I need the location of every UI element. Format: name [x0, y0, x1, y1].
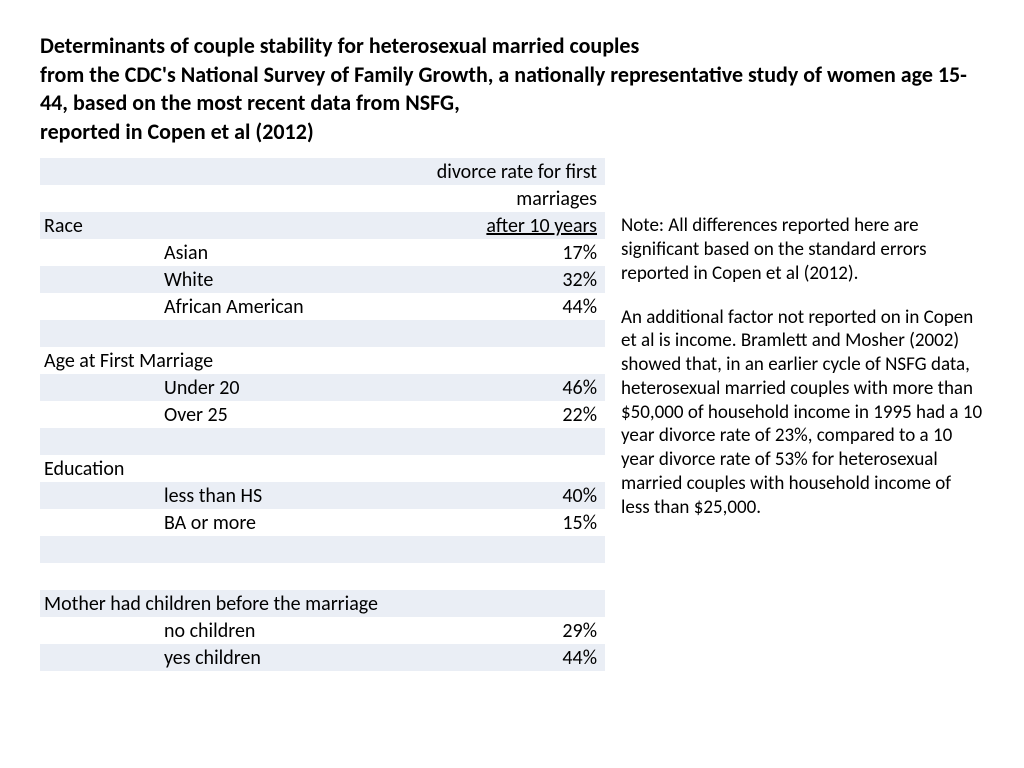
title-line-2: from the CDC's National Survey of Family…	[40, 61, 967, 117]
data-table: divorce rate for first marriages Race af…	[40, 158, 605, 671]
row-value: 44%	[420, 644, 605, 671]
row-label: African American	[160, 293, 420, 320]
title-line-3: reported in Copen et al (2012)	[40, 118, 314, 145]
content-area: divorce rate for first marriages Race af…	[40, 158, 984, 671]
row-value: 15%	[420, 509, 605, 536]
category-education: Education	[40, 455, 420, 482]
side-note: Note: All differences reported here are …	[621, 158, 984, 671]
slide-title: Determinants of couple stability for het…	[40, 32, 984, 146]
category-race: Race	[40, 212, 160, 239]
category-age: Age at First Marriage	[40, 347, 420, 374]
col-header-line2: marriages	[420, 185, 605, 212]
category-children: Mother had children before the marriage	[40, 590, 605, 617]
row-label: yes children	[160, 644, 420, 671]
row-label: Asian	[160, 239, 420, 266]
title-line-1: Determinants of couple stability for het…	[40, 32, 639, 59]
row-value: 40%	[420, 482, 605, 509]
row-value: 46%	[420, 374, 605, 401]
row-value: 22%	[420, 401, 605, 428]
row-label: Over 25	[160, 401, 420, 428]
row-label: White	[160, 266, 420, 293]
row-value: 29%	[420, 617, 605, 644]
note-paragraph-2: An additional factor not reported on in …	[621, 306, 984, 520]
row-value: 32%	[420, 266, 605, 293]
note-paragraph-1: Note: All differences reported here are …	[621, 214, 984, 285]
col-header-line1: divorce rate for first	[420, 158, 605, 185]
row-label: BA or more	[160, 509, 420, 536]
row-value: 17%	[420, 239, 605, 266]
col-header-line3: after 10 years	[420, 212, 605, 239]
row-label: Under 20	[160, 374, 420, 401]
row-label: less than HS	[160, 482, 420, 509]
row-label: no children	[160, 617, 420, 644]
row-value: 44%	[420, 293, 605, 320]
data-table-wrap: divorce rate for first marriages Race af…	[40, 158, 605, 671]
